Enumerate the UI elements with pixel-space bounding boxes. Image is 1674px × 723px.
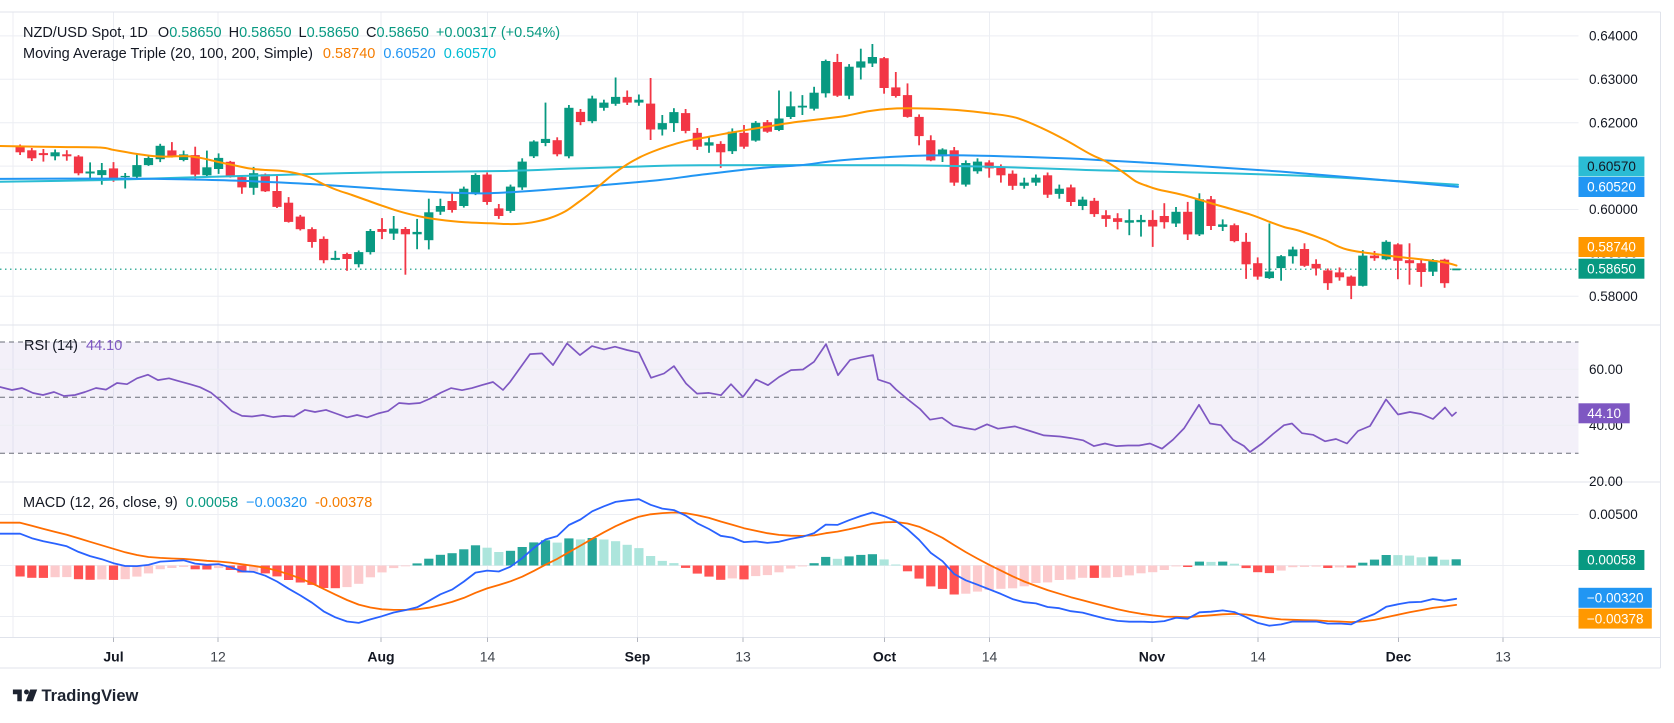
- svg-text:0.62000: 0.62000: [1589, 115, 1638, 130]
- svg-text:Moving Average Triple (20, 100: Moving Average Triple (20, 100, 200, Sim…: [23, 46, 496, 62]
- svg-text:14: 14: [1250, 649, 1266, 665]
- svg-text:13: 13: [735, 649, 751, 665]
- svg-text:13: 13: [1495, 649, 1511, 665]
- svg-text:20.00: 20.00: [1589, 474, 1623, 489]
- svg-text:Oct: Oct: [873, 649, 897, 665]
- svg-text:0.58650: 0.58650: [1587, 261, 1636, 276]
- svg-text:60.00: 60.00: [1589, 362, 1623, 377]
- svg-text:Dec: Dec: [1386, 649, 1412, 665]
- svg-text:Nov: Nov: [1139, 649, 1166, 665]
- svg-text:14: 14: [480, 649, 496, 665]
- svg-text:Aug: Aug: [367, 649, 394, 665]
- svg-text:0.60000: 0.60000: [1589, 202, 1638, 217]
- svg-text:−0.00378: −0.00378: [1587, 611, 1644, 626]
- svg-text:0.00500: 0.00500: [1589, 507, 1638, 522]
- svg-text:0.63000: 0.63000: [1589, 72, 1638, 87]
- svg-text:MACD (12, 26, close, 9)0.00058: MACD (12, 26, close, 9) 0.00058 −0.00320 -0…: [23, 495, 372, 511]
- svg-text:−0.00320: −0.00320: [1587, 591, 1644, 606]
- svg-text:0.60520: 0.60520: [1587, 180, 1636, 195]
- svg-text:0.64000: 0.64000: [1589, 29, 1638, 44]
- svg-text:0.60570: 0.60570: [1587, 159, 1636, 174]
- svg-text:Sep: Sep: [625, 649, 651, 665]
- svg-text:14: 14: [982, 649, 998, 665]
- svg-text:TradingView: TradingView: [42, 687, 139, 705]
- svg-text:0.58000: 0.58000: [1589, 289, 1638, 304]
- svg-text:RSI (14) 44.10: RSI (14) 44.10: [24, 338, 122, 354]
- svg-text:Jul: Jul: [103, 649, 123, 665]
- svg-text:0.58740: 0.58740: [1587, 240, 1636, 255]
- svg-text:44.10: 44.10: [1587, 406, 1621, 421]
- svg-text:12: 12: [210, 649, 226, 665]
- svg-text:0.00058: 0.00058: [1587, 553, 1636, 568]
